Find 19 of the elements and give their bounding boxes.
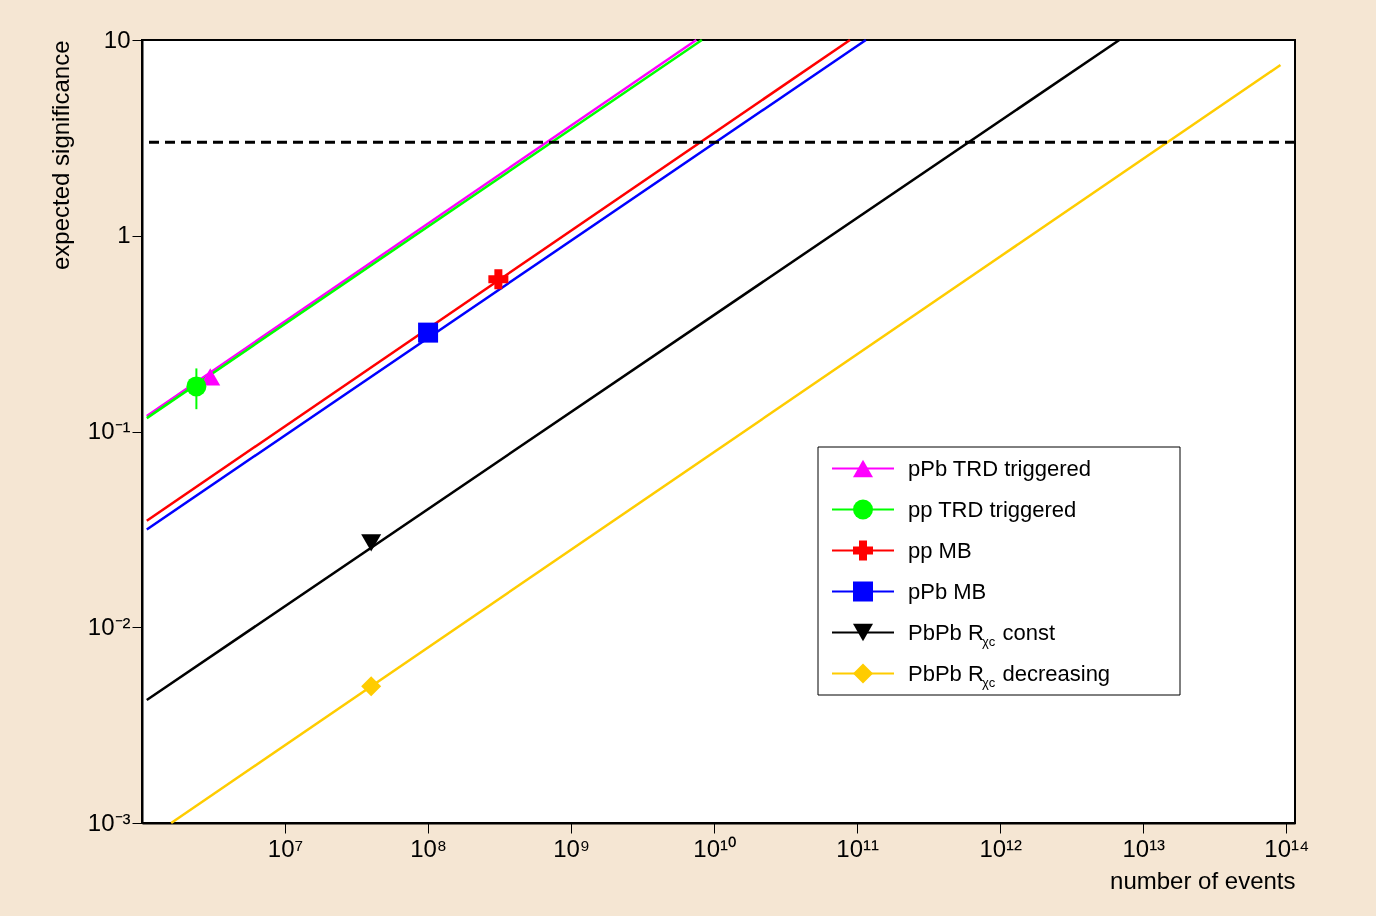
y-tick-label: 10⁻³ xyxy=(87,808,131,836)
y-axis-title: expected significance xyxy=(46,40,74,270)
x-tick-label: 10¹⁴ xyxy=(1264,834,1310,862)
x-tick-label: 10¹¹ xyxy=(836,834,880,862)
y-tick-label: 1 xyxy=(117,221,131,249)
x-tick-label: 10⁸ xyxy=(410,834,447,862)
x-tick-label: 10¹² xyxy=(979,834,1023,862)
y-tick-label: 10⁻¹ xyxy=(87,417,131,444)
y-tick-label: 10⁻² xyxy=(87,612,131,640)
x-axis-title: number of events xyxy=(1110,866,1296,894)
legend-label: pp MB xyxy=(908,537,972,563)
y-tick-label: 10 xyxy=(103,25,131,53)
legend-label: pPb TRD triggered xyxy=(908,455,1092,481)
x-tick-label: 10¹³ xyxy=(1122,834,1166,862)
x-tick-label: 10¹⁰ xyxy=(693,834,736,862)
x-tick-label: 10⁹ xyxy=(553,834,591,862)
legend-label: pPb MB xyxy=(908,578,987,604)
x-tick-label: 10⁷ xyxy=(267,834,304,862)
legend-label: pp TRD triggered xyxy=(908,496,1077,522)
